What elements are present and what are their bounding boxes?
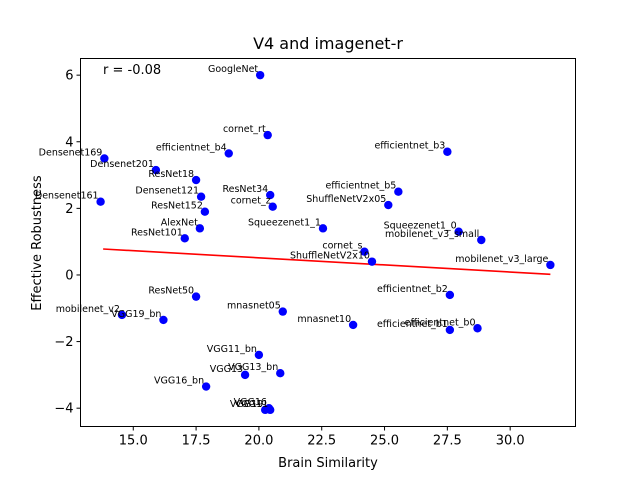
data-point	[100, 154, 109, 163]
y-axis-title: Effective Robustness	[30, 175, 45, 311]
point-label: VGG13	[210, 364, 243, 375]
point-label: AlexNet	[161, 217, 198, 228]
data-point	[394, 187, 403, 196]
data-point	[443, 147, 452, 156]
data-point	[454, 227, 463, 236]
data-point	[200, 207, 210, 216]
point-label: ResNet50	[148, 286, 194, 297]
y-tick-label: 4	[65, 135, 73, 150]
point-label: VGG16	[234, 397, 267, 408]
data-point	[473, 324, 482, 333]
point-label: mnasnet05	[227, 301, 281, 312]
data-point	[268, 202, 277, 211]
x-tick-label: 17.5	[182, 434, 211, 449]
x-tick-label: 30.0	[496, 434, 525, 449]
point-label: Densenet201	[90, 159, 154, 170]
data-point	[96, 197, 105, 206]
point-label: Squeezenet1_1	[248, 217, 321, 228]
point-label: Densenet161	[35, 191, 99, 202]
point-label: GoogleNet	[208, 64, 258, 75]
x-tick-label: 27.5	[433, 434, 462, 449]
x-axis-title: Brain Similarity	[278, 456, 378, 471]
point-label: efficientnet_b3	[374, 141, 445, 152]
x-tick-label: 15.0	[119, 434, 148, 449]
point-label: ShuffleNetV2x05	[306, 194, 386, 205]
data-point	[117, 310, 127, 320]
data-point	[367, 257, 377, 266]
data-point	[348, 320, 358, 330]
data-point	[263, 130, 272, 140]
data-point	[318, 224, 328, 233]
point-label: ResNet18	[148, 169, 194, 180]
data-point	[224, 149, 233, 158]
point-label: VGG16_bn	[154, 376, 204, 387]
point-label: VGG11	[235, 399, 268, 410]
plot-frame	[80, 58, 576, 427]
data-point	[278, 307, 287, 316]
point-label: efficientnet_b0	[405, 317, 476, 328]
point-label: cornet_rt	[223, 124, 266, 135]
point-label: efficientnet_b1	[377, 319, 448, 330]
point-label: cornet_z	[231, 196, 271, 207]
y-tick-label: 2	[65, 202, 73, 217]
x-tick-label: 22.5	[307, 434, 336, 449]
point-label: VGG11_bn	[207, 344, 257, 355]
point-label: VGG19_bn	[111, 309, 161, 320]
point-label: efficientnet_b2	[377, 284, 448, 295]
data-point	[384, 200, 393, 210]
data-point	[266, 405, 275, 415]
data-point	[266, 190, 275, 200]
data-point	[151, 165, 161, 175]
point-label: Squeezenet1_0	[384, 221, 457, 232]
trend-line	[103, 248, 551, 276]
data-point	[191, 175, 201, 185]
point-label: VGG19	[230, 399, 263, 410]
point-label: cornet_s	[322, 241, 362, 252]
data-point	[546, 260, 555, 270]
data-point	[201, 382, 211, 391]
data-point	[445, 325, 455, 335]
axis-ticks-layer: 15.0 17.5 20.0 22.5 25.0 27.5 30.0 −4 −2 0 2 4 6	[54, 69, 524, 449]
y-tick-label: 0	[65, 268, 73, 283]
x-tick-label: 25.0	[370, 434, 399, 449]
correlation-annotation: r = -0.08	[103, 63, 161, 78]
y-tick-label: 6	[65, 69, 73, 84]
trend-line-layer	[103, 248, 551, 276]
data-point	[255, 70, 265, 80]
data-point	[180, 234, 189, 243]
point-label: efficientnet_b4	[156, 142, 227, 153]
data-point	[445, 290, 455, 300]
point-label: ResNet34	[222, 184, 268, 195]
data-point	[195, 224, 205, 233]
y-tick-label: −2	[54, 335, 73, 350]
data-point	[196, 192, 206, 201]
point-label: efficientnet_b5	[325, 181, 396, 192]
point-label: ResNet152	[151, 201, 203, 212]
point-label: mobilenet_v2	[56, 304, 120, 315]
data-point	[360, 247, 369, 256]
point-label: mnasnet10	[297, 314, 351, 325]
point-label: Densenet169	[39, 147, 103, 158]
chart-title: V4 and imagenet-r	[253, 34, 403, 53]
point-label: mobilenet_v3_small	[385, 229, 479, 240]
data-point	[254, 350, 264, 360]
point-label: ShuffleNetV2x10	[290, 251, 370, 262]
data-point	[477, 235, 486, 245]
point-label: VGG13_bn	[228, 362, 278, 373]
x-tick-label: 20.0	[244, 434, 273, 449]
point-label: ResNet101	[131, 227, 183, 238]
data-point	[240, 370, 250, 380]
point-label: Densenet121	[135, 186, 199, 197]
point-label: mobilenet_v3_large	[455, 254, 548, 265]
y-tick-label: −4	[54, 402, 73, 417]
data-point	[276, 369, 285, 378]
data-points-layer	[96, 70, 555, 415]
data-point	[191, 292, 201, 301]
data-point	[159, 315, 168, 325]
